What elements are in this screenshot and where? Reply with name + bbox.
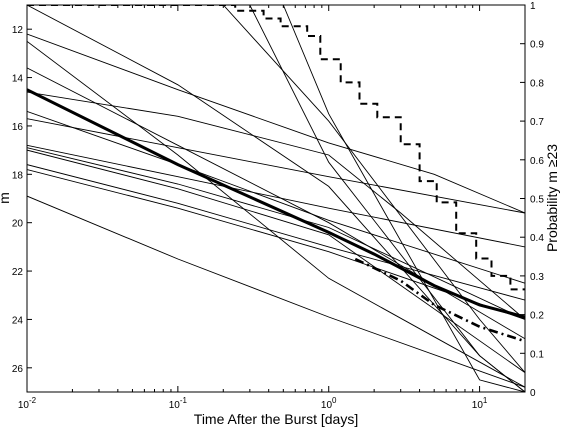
y-left-tick-label: 18: [12, 170, 24, 181]
afterglow-line-6: [27, 118, 525, 214]
y-right-tick-label: 0.2: [530, 311, 544, 322]
x-tick-label: 101: [472, 396, 488, 411]
afterglow-line-9: [27, 149, 525, 373]
afterglow-line-7: [27, 144, 525, 248]
mean-line-extension: [354, 257, 525, 343]
y-left-tick-label: 14: [12, 74, 24, 85]
y-left-tick-label: 24: [12, 315, 24, 326]
y-right-tick-label: 0.4: [530, 233, 544, 244]
ticks-layer: 12 14 16 18 20 22 24 26 0 0.1 0.2 0.3 0.4 0.5 0.6 0.7 0.…: [12, 1, 544, 411]
afterglow-line-13: [222, 5, 525, 373]
probability-curve: [27, 5, 525, 291]
y-right-tick-label: 0.5: [530, 195, 544, 206]
y-left-tick-label: 16: [12, 122, 24, 133]
x-tick-label: 10-1: [169, 396, 188, 411]
y-left-tick-label: 20: [12, 219, 24, 230]
y-axis-left-title: m: [0, 192, 12, 204]
y-right-tick-label: 1: [530, 1, 536, 12]
afterglow-line-16: [27, 5, 525, 392]
y-left-tick-label: 12: [12, 25, 24, 36]
y-right-tick-label: 0.1: [530, 349, 544, 360]
y-right-tick-label: 0.3: [530, 272, 544, 283]
x-tick-label: 10-2: [18, 396, 37, 411]
afterglow-line-12: [27, 195, 525, 388]
afterglow-line-15: [282, 5, 525, 392]
y-axis-right-title: Probability m ≥23: [544, 144, 560, 252]
y-right-tick-label: 0.9: [530, 40, 544, 51]
y-left-tick-label: 22: [12, 267, 24, 278]
y-right-tick-label: 0.8: [530, 78, 544, 89]
series-layer: [27, 5, 525, 392]
y-left-tick-label: 26: [12, 364, 24, 375]
afterglow-line-2: [27, 40, 525, 388]
afterglow-line-10: [27, 164, 525, 301]
mean-line: [27, 88, 525, 319]
y-right-tick-label: 0.7: [530, 117, 544, 128]
y-right-tick-label: 0.6: [530, 156, 544, 167]
afterglow-line-1: [27, 33, 525, 214]
x-axis-title: Time After the Burst [days]: [194, 411, 358, 427]
afterglow-line-4: [27, 91, 525, 320]
y-right-tick-label: 0: [530, 388, 536, 399]
x-tick-label: 100: [321, 396, 337, 411]
afterglow-line-11: [27, 169, 525, 320]
